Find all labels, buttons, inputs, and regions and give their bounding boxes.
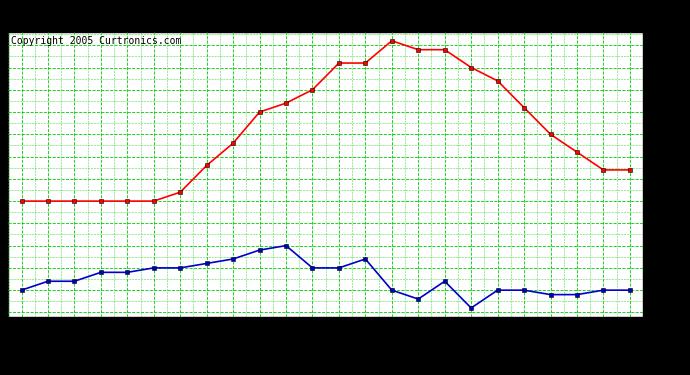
Text: Copyright 2005 Curtronics.com: Copyright 2005 Curtronics.com <box>12 36 182 46</box>
Text: Outside Temperature (vs) Dew Point (Last 24 Hours) Mon Aug 1 00:00: Outside Temperature (vs) Dew Point (Last… <box>23 12 625 26</box>
